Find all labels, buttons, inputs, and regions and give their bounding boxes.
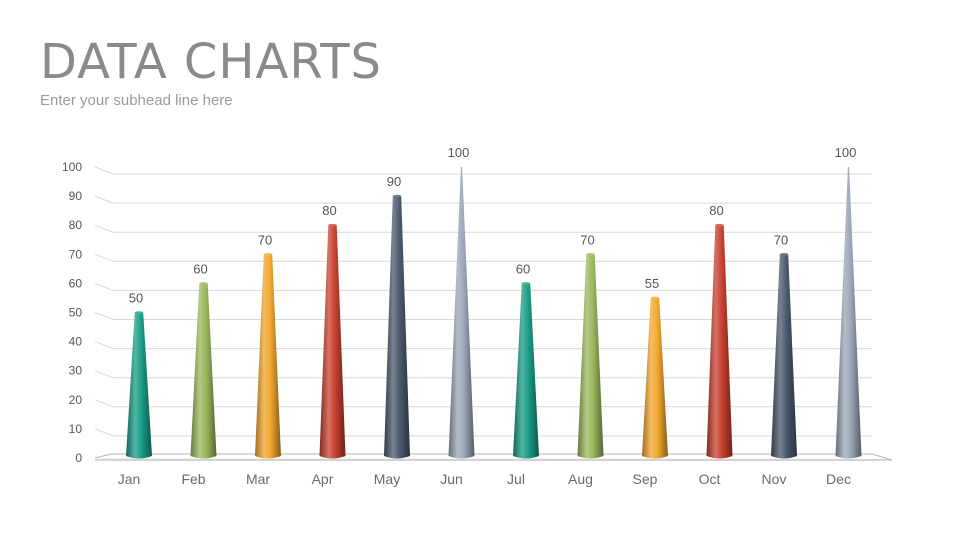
- data-label: 90: [387, 174, 401, 189]
- y-tick-label: 100: [62, 160, 82, 174]
- data-label: 70: [774, 232, 788, 247]
- cone-bar: [835, 167, 862, 459]
- data-label: 80: [709, 203, 723, 218]
- y-tick-label: 80: [69, 218, 83, 232]
- cone-bar: [513, 282, 539, 459]
- cone-bar: [319, 223, 346, 459]
- gridline: [94, 312, 872, 320]
- page-title: DATA CHARTS: [40, 34, 383, 90]
- x-tick-label: Jun: [440, 471, 463, 487]
- gridline: [94, 399, 872, 408]
- data-label: 70: [580, 232, 594, 247]
- x-tick-label: Mar: [246, 471, 270, 487]
- gridline: [94, 166, 872, 175]
- cone-bar: [255, 253, 281, 459]
- data-label: 80: [322, 203, 336, 218]
- data-label: 50: [129, 291, 143, 306]
- x-tick-label: Feb: [181, 471, 205, 487]
- gridline: [94, 253, 872, 262]
- gridline: [94, 282, 872, 291]
- y-tick-label: 20: [69, 393, 83, 407]
- x-tick-label: Jan: [118, 471, 141, 487]
- cone-bar: [642, 296, 668, 459]
- gridline: [94, 195, 872, 204]
- y-tick-label: 70: [69, 247, 83, 261]
- gridline: [94, 224, 872, 233]
- data-label: 100: [835, 145, 857, 160]
- y-tick-label: 40: [69, 335, 83, 349]
- data-label: 70: [258, 232, 272, 247]
- x-tick-label: Apr: [312, 471, 334, 487]
- x-tick-label: Oct: [699, 471, 721, 487]
- y-tick-label: 50: [69, 306, 83, 320]
- data-label: 60: [516, 261, 530, 276]
- cone-bar: [771, 253, 797, 459]
- y-tick-label: 10: [69, 422, 83, 436]
- x-tick-label: Sep: [633, 471, 658, 487]
- page-subtitle: Enter your subhead line here: [40, 92, 233, 109]
- cone-bar: [384, 194, 410, 459]
- gridline: [94, 370, 872, 379]
- data-label: 100: [448, 145, 470, 160]
- x-tick-label: Jul: [507, 471, 525, 487]
- x-tick-label: Aug: [568, 471, 593, 487]
- y-tick-label: 0: [75, 451, 82, 465]
- y-tick-label: 90: [69, 189, 83, 203]
- data-label: 60: [193, 261, 207, 276]
- data-label: 55: [645, 276, 659, 291]
- cone-bar: [706, 223, 733, 459]
- gridline: [94, 428, 872, 437]
- cone-bar: [126, 311, 152, 459]
- y-tick-label: 30: [69, 364, 83, 378]
- cone-bar: [448, 167, 475, 459]
- x-tick-label: May: [374, 471, 400, 487]
- gridline: [94, 341, 872, 350]
- y-tick-label: 60: [69, 276, 83, 290]
- cone-bar: [577, 253, 604, 459]
- cone-bar: [190, 282, 217, 459]
- x-axis-line: [94, 453, 893, 461]
- x-tick-label: Dec: [826, 471, 851, 487]
- x-tick-label: Nov: [762, 471, 787, 487]
